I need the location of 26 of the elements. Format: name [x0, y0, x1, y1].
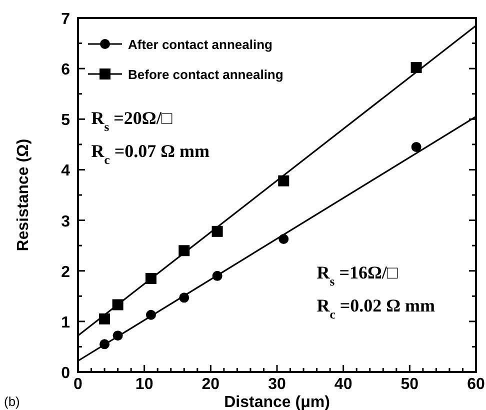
text: (b)	[4, 394, 20, 409]
y-tick-label: 1	[61, 314, 70, 332]
annotation: R$_{s}$ =16Ω/□	[316, 262, 398, 288]
point	[411, 142, 422, 152]
x-tick-label: 30	[268, 376, 286, 393]
y-tick-label: 2	[61, 264, 70, 281]
y-tick-label: 0	[61, 365, 70, 382]
point	[278, 175, 290, 186]
annotation: R$_{c}$ =0.07 Ω mm	[91, 141, 210, 168]
x-tick-label: 40	[334, 376, 352, 393]
y-tick-label: 7	[61, 11, 70, 28]
x-tick-label: 0	[74, 376, 83, 393]
x-tick-label: 10	[135, 376, 154, 393]
y-tick-label: 5	[61, 112, 70, 130]
annotation: R$_{c}$ =0.02 Ω mm	[316, 295, 436, 322]
y-tick-label: 6	[61, 62, 70, 79]
x-axis-title: Distance (μm)	[224, 394, 330, 410]
x-tick-label: 20	[202, 376, 220, 393]
y-axis-title: Resistance (Ω)	[15, 138, 32, 252]
x-tick-label: 60	[467, 376, 485, 393]
y-tick-label: 3	[61, 213, 70, 230]
y-tick-label: 4	[61, 162, 70, 180]
legend-label: Before contact annealing	[128, 67, 284, 82]
legend-label: After contact annealing	[128, 37, 273, 52]
annotation: R$_{s}$ =20Ω/□	[91, 108, 172, 134]
x-tick-label: 50	[400, 376, 419, 393]
